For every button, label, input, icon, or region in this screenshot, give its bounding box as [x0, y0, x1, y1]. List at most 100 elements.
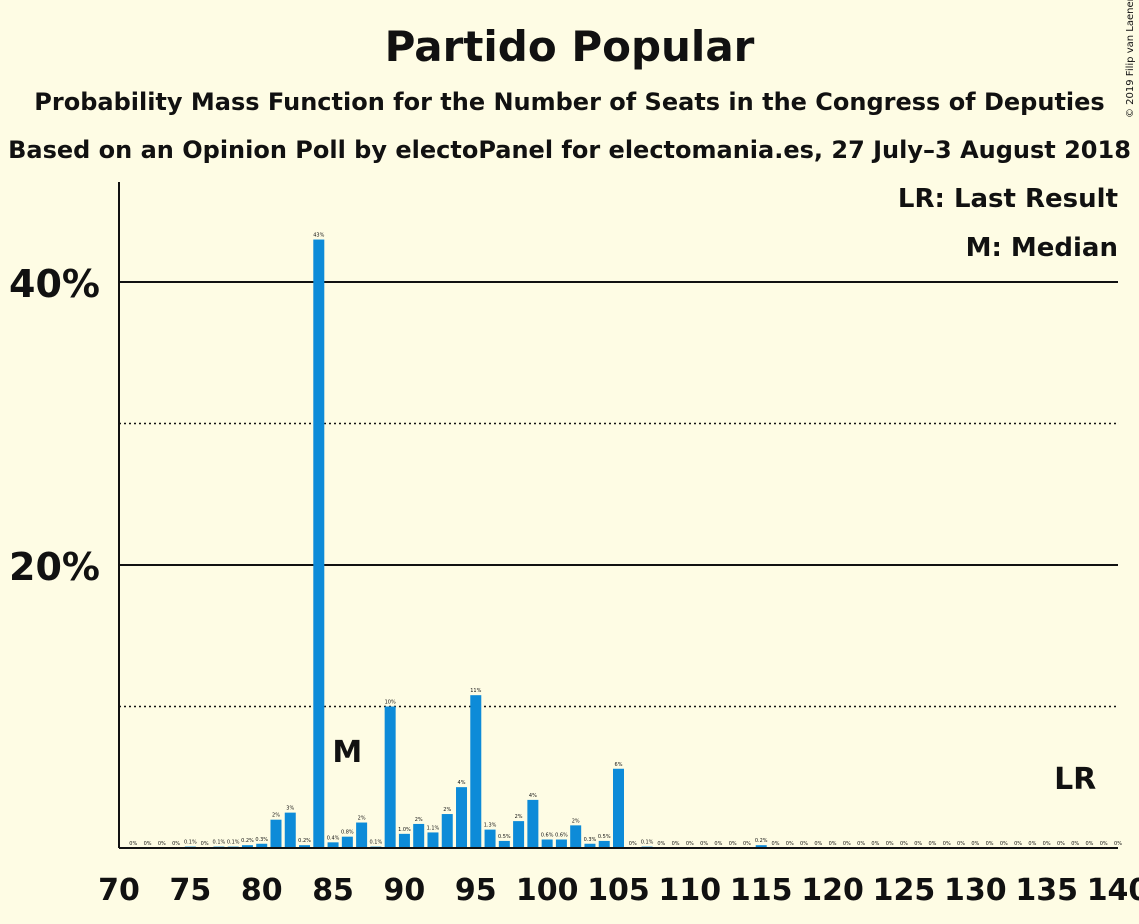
bar-value-label: 0.1%	[184, 840, 197, 846]
bar	[456, 787, 468, 848]
bar-value-label: 0%	[929, 841, 937, 847]
bar	[241, 845, 253, 848]
bar	[555, 839, 567, 848]
bar-value-label: 0%	[1100, 841, 1108, 847]
bar-value-label: 0.3%	[255, 837, 268, 843]
bar-value-label: 0%	[1057, 841, 1065, 847]
bar-value-label: 0%	[1071, 841, 1079, 847]
bar-value-label: 0%	[657, 841, 665, 847]
bar-value-label: 0%	[629, 841, 637, 847]
legend-last-result: LR: Last Result	[897, 184, 1118, 214]
bar	[470, 695, 482, 848]
bar	[413, 823, 425, 848]
x-tick-label: 85	[312, 873, 354, 908]
bar-value-label: 0%	[843, 841, 851, 847]
bar-value-label: 0%	[700, 841, 708, 847]
bar-value-label: 0%	[786, 841, 794, 847]
chart-subtitle: Probability Mass Function for the Number…	[34, 88, 1105, 116]
bar-value-label: 0%	[672, 841, 680, 847]
bar-value-label: 1.1%	[427, 825, 440, 831]
bar-value-label: 0.3%	[584, 837, 597, 843]
bar-value-label: 2%	[515, 814, 523, 820]
bar-value-label: 0%	[129, 841, 137, 847]
bar	[441, 814, 453, 848]
chart-title: Partido Popular	[384, 22, 755, 71]
bar-value-label: 3%	[286, 806, 294, 812]
x-tick-label: 115	[730, 873, 793, 908]
bar-value-label: 0.8%	[341, 830, 354, 836]
x-tick-label: 105	[587, 873, 650, 908]
bar-value-label: 0%	[957, 841, 965, 847]
bar	[484, 829, 496, 848]
bar-value-label: 2%	[272, 813, 280, 819]
bar-value-label: 6%	[615, 762, 623, 768]
bar-value-label: 0.5%	[598, 834, 611, 840]
bar-value-label: 0%	[986, 841, 994, 847]
x-tick-label: 75	[169, 873, 211, 908]
bar-value-label: 0%	[971, 841, 979, 847]
bar-value-label: 0%	[943, 841, 951, 847]
bar-value-label: 0%	[871, 841, 879, 847]
bar-value-label: 0%	[201, 841, 209, 847]
bar-value-label: 0%	[1014, 841, 1022, 847]
bar	[341, 836, 353, 848]
bar-value-label: 0.1%	[213, 840, 226, 846]
bar-value-label: 1.3%	[484, 823, 497, 829]
bar-value-label: 43%	[313, 233, 324, 239]
bar-value-label: 0%	[1043, 841, 1051, 847]
bar-value-label: 2%	[358, 816, 366, 822]
bar-value-label: 0.2%	[755, 838, 768, 844]
bar-value-label: 0%	[914, 841, 922, 847]
bar-value-label: 0%	[829, 841, 837, 847]
bar-value-label: 0%	[172, 841, 180, 847]
bar-value-label: 0%	[772, 841, 780, 847]
y-tick-label: 20%	[9, 545, 100, 589]
x-tick-label: 80	[241, 873, 283, 908]
bar-value-label: 0.6%	[555, 833, 568, 839]
bar-value-label: 0.1%	[370, 840, 383, 846]
bar	[513, 821, 525, 848]
bar-value-label: 0%	[814, 841, 822, 847]
bar	[356, 822, 368, 848]
bar-value-label: 2%	[572, 818, 580, 824]
bar-value-label: 0.6%	[541, 833, 554, 839]
bar	[398, 833, 410, 848]
x-tick-label: 135	[1015, 873, 1078, 908]
bar-value-label: 0%	[686, 841, 694, 847]
bar-value-label: 0%	[857, 841, 865, 847]
bar	[427, 832, 439, 848]
x-tick-label: 110	[659, 873, 722, 908]
x-tick-label: 140	[1087, 873, 1139, 908]
bar-value-label: 4%	[529, 793, 537, 799]
last-result-marker: LR	[1054, 762, 1096, 797]
x-tick-label: 70	[98, 873, 140, 908]
x-tick-label: 100	[516, 873, 579, 908]
x-tick-label: 130	[944, 873, 1007, 908]
median-marker: M	[332, 735, 362, 770]
bar	[527, 799, 539, 848]
bar-value-label: 0.2%	[241, 838, 254, 844]
x-tick-label: 125	[873, 873, 936, 908]
bar	[256, 843, 268, 848]
bar-value-label: 0%	[1085, 841, 1093, 847]
bar-value-label: 0%	[743, 841, 751, 847]
chart-source: Based on an Opinion Poll by electoPanel …	[8, 136, 1131, 164]
bar	[584, 843, 596, 848]
bar-value-label: 0.4%	[327, 835, 340, 841]
bar-value-label: 0%	[714, 841, 722, 847]
y-tick-label: 40%	[9, 262, 100, 306]
bar	[270, 819, 282, 848]
bar-value-label: 0%	[729, 841, 737, 847]
bar	[613, 768, 624, 848]
bar-value-label: 4%	[458, 780, 466, 786]
bar-value-label: 0%	[1114, 841, 1122, 847]
bar	[313, 239, 325, 849]
bar-value-label: 2%	[443, 807, 451, 813]
x-tick-label: 90	[384, 873, 426, 908]
bar	[541, 839, 553, 848]
bar-value-label: 10%	[385, 700, 396, 706]
legend-median: M: Median	[965, 233, 1118, 263]
bar-value-label: 2%	[415, 817, 423, 823]
bar	[384, 706, 396, 848]
